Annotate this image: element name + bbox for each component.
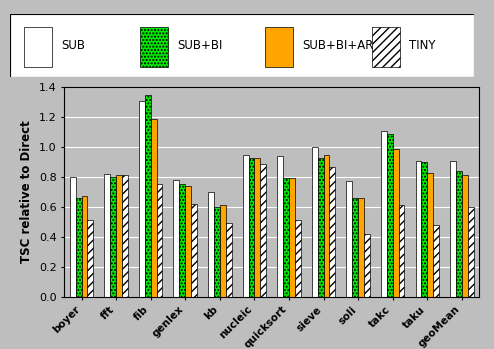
FancyBboxPatch shape <box>372 27 400 67</box>
Bar <box>151 119 157 297</box>
Bar <box>220 206 226 297</box>
Text: SUB: SUB <box>61 39 85 52</box>
Bar <box>346 181 352 297</box>
Bar <box>421 162 427 297</box>
Bar <box>318 157 324 297</box>
Bar <box>329 166 335 297</box>
Bar <box>462 176 468 297</box>
Bar <box>76 198 82 297</box>
FancyBboxPatch shape <box>140 27 168 67</box>
Bar <box>352 198 358 297</box>
FancyBboxPatch shape <box>24 27 52 67</box>
Bar <box>456 171 462 297</box>
Bar <box>450 161 456 297</box>
FancyBboxPatch shape <box>10 14 474 77</box>
Bar <box>277 156 283 297</box>
Bar <box>116 176 122 297</box>
Bar <box>399 206 405 297</box>
Bar <box>415 161 421 297</box>
Bar <box>381 131 387 297</box>
Bar <box>358 198 364 297</box>
Bar <box>139 101 145 297</box>
Bar <box>243 155 248 297</box>
Bar <box>122 176 128 297</box>
Bar <box>173 180 179 297</box>
Bar <box>145 95 151 297</box>
Bar <box>364 234 370 297</box>
FancyBboxPatch shape <box>265 27 293 67</box>
Text: SUB+BI: SUB+BI <box>177 39 222 52</box>
Bar <box>226 223 232 297</box>
Bar <box>433 225 439 297</box>
Bar <box>179 185 185 297</box>
Bar <box>208 192 214 297</box>
Y-axis label: TSC relative to Direct: TSC relative to Direct <box>20 120 33 263</box>
Bar <box>393 149 399 297</box>
Bar <box>427 172 433 297</box>
Text: TINY: TINY <box>409 39 436 52</box>
Bar <box>283 178 289 297</box>
Text: SUB+BI+AR: SUB+BI+AR <box>302 39 374 52</box>
Bar <box>104 174 110 297</box>
Bar <box>110 177 116 297</box>
Bar <box>289 178 295 297</box>
Bar <box>70 177 76 297</box>
Bar <box>254 157 260 297</box>
Bar <box>185 186 191 297</box>
Bar <box>157 185 163 297</box>
Bar <box>324 155 329 297</box>
Bar <box>260 164 266 297</box>
Bar <box>387 134 393 297</box>
Bar <box>214 207 220 297</box>
Bar <box>295 220 301 297</box>
Bar <box>82 196 87 297</box>
Bar <box>191 204 197 297</box>
Bar <box>248 157 254 297</box>
Bar <box>87 220 93 297</box>
Bar <box>468 207 474 297</box>
Bar <box>312 147 318 297</box>
